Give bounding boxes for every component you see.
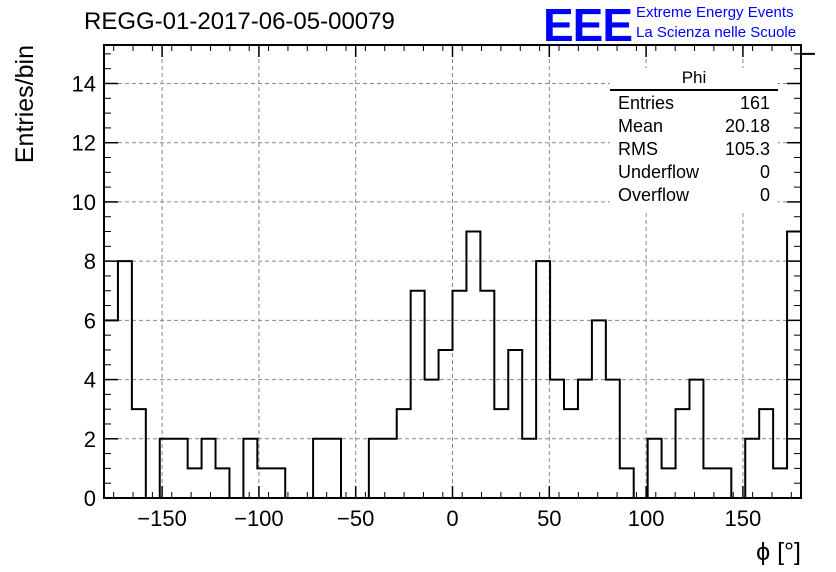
stat-value: 105.3 (724, 139, 770, 159)
histogram-outline (104, 52, 815, 499)
stat-label: Overflow (618, 185, 690, 205)
y-tick-label: 4 (84, 368, 96, 393)
stat-label: Underflow (618, 162, 700, 182)
stat-row-underflow: Underflow 0 (618, 162, 770, 184)
y-tick-label: 8 (84, 249, 96, 274)
y-tick-label: 12 (72, 131, 96, 156)
stat-row-mean: Mean 20.18 (618, 116, 770, 138)
x-tick-label: 150 (725, 506, 762, 531)
x-tick-label: 0 (446, 506, 458, 531)
eee-logo-mark: EEE (543, 0, 633, 51)
stat-label: Entries (618, 93, 675, 113)
y-tick-label: 10 (72, 190, 96, 215)
x-axis-title: ϕ [°] (756, 538, 801, 566)
stat-value: 0 (759, 162, 770, 182)
axis-ticks: −150 −100 −50 0 50 100 150 0 2 4 6 8 10 12 14 (72, 45, 801, 531)
logo-line-2: La Scienza nelle Scuole (636, 24, 797, 41)
x-tick-label: 50 (537, 506, 561, 531)
y-tick-label: 6 (84, 308, 96, 333)
y-tick-label: 2 (84, 427, 96, 452)
stat-label: Mean (618, 116, 664, 136)
y-tick-label: 0 (84, 486, 96, 511)
chart-title: REGG-01-2017-06-05-00079 (84, 8, 395, 35)
stat-value: 20.18 (724, 116, 770, 136)
stat-value: 161 (739, 93, 770, 113)
x-tick-label: 100 (628, 506, 665, 531)
x-tick-label: −100 (234, 506, 284, 531)
x-tick-label: −150 (137, 506, 187, 531)
stat-row-rms: RMS 105.3 (618, 139, 770, 161)
stats-title: Phi (681, 68, 707, 87)
stat-row-entries: Entries 161 (618, 93, 770, 115)
stats-divider (610, 89, 778, 91)
logo-line-1: Extreme Energy Events (636, 4, 794, 21)
y-axis-title: Entries/bin (11, 45, 39, 163)
y-tick-label: 14 (72, 71, 96, 96)
stat-row-overflow: Overflow 0 (618, 185, 770, 207)
stat-value: 0 (759, 185, 770, 205)
x-tick-label: −50 (337, 506, 374, 531)
stats-box: Phi Entries 161 Mean 20.18 RMS 105.3 Und… (610, 68, 778, 210)
stat-label: RMS (618, 139, 658, 159)
